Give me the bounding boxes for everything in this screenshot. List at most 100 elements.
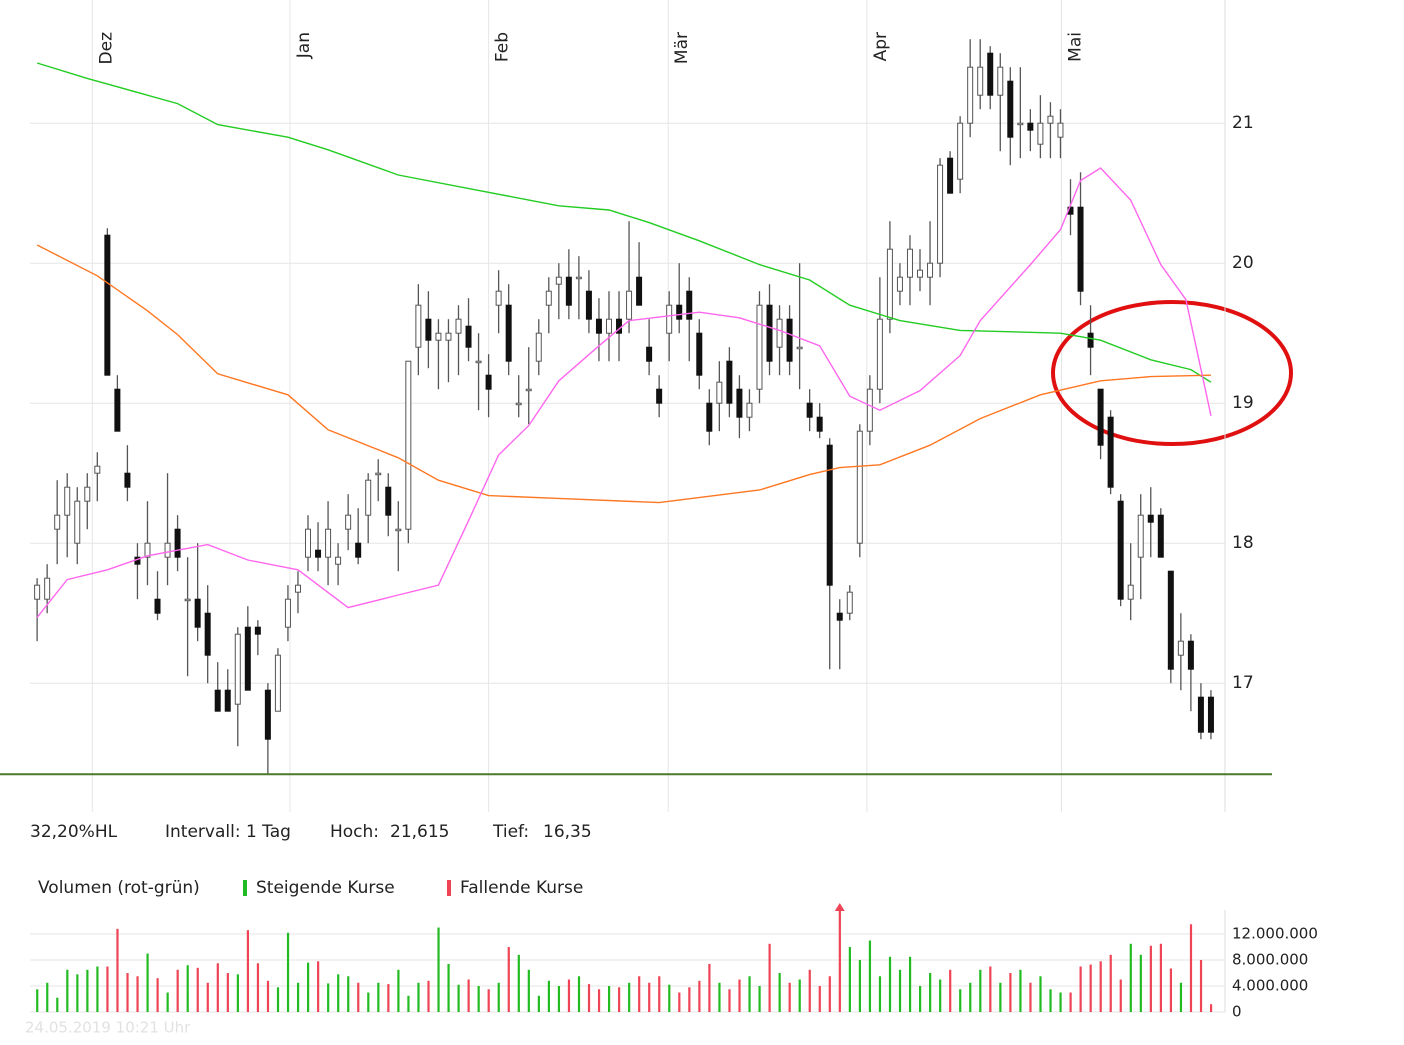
candle-body [124, 472, 131, 488]
candle-body [475, 360, 482, 364]
volume-bar [296, 982, 300, 1012]
info-text: 21,615 [390, 822, 449, 842]
candle-body [575, 276, 582, 280]
volume-bar [1039, 976, 1042, 1012]
volume-bar [497, 982, 500, 1012]
candle-body [365, 479, 372, 516]
candle-body [646, 346, 653, 362]
volume-bar [828, 976, 831, 1012]
candle-body [1047, 115, 1054, 124]
volume-bar [437, 927, 440, 1012]
candle-body [906, 248, 913, 278]
candle-body [666, 304, 673, 334]
candle-body [826, 444, 833, 586]
candle-body [816, 416, 823, 432]
candle-body [736, 388, 743, 418]
candle-body [164, 542, 171, 558]
volume-bar [467, 979, 470, 1012]
volume-bar [848, 947, 851, 1012]
candle-body [1147, 514, 1154, 523]
volume-bar [989, 966, 992, 1012]
info-text: Hoch: [330, 822, 379, 842]
volume-bar [778, 973, 781, 1012]
candle-body [1167, 570, 1174, 670]
volume-bar [698, 980, 701, 1012]
legend-label: Fallende Kurse [460, 878, 583, 898]
volume-bar [327, 983, 330, 1012]
candle-body [1177, 640, 1184, 656]
candle-body [385, 486, 392, 516]
candle-body [34, 584, 41, 600]
volume-bar [888, 956, 892, 1012]
candle-body [465, 325, 472, 348]
x-tick-label: Dez [96, 32, 116, 65]
candle-body [64, 486, 71, 516]
volume-bar [96, 966, 99, 1012]
volume-bar [427, 980, 430, 1012]
volume-bar [758, 986, 761, 1012]
volume-bar [387, 984, 390, 1012]
candle-body [1197, 696, 1204, 733]
candle-body [395, 528, 402, 532]
watermark: 24.05.2019 10:21 Uhr [25, 1019, 191, 1037]
volume-bar [738, 979, 741, 1012]
moving-average [36, 167, 1212, 618]
volume-bar [1069, 992, 1072, 1012]
candle-body [796, 346, 803, 350]
candle-body [254, 626, 261, 635]
candle-body [315, 549, 322, 558]
volume-bar [979, 969, 982, 1012]
y-tick-label: 12.000.000 [1232, 925, 1318, 943]
volume-bar [517, 954, 520, 1012]
candle-body [325, 528, 332, 558]
y-tick-label: 21 [1232, 113, 1254, 133]
volume-bar [1009, 973, 1012, 1012]
candle-body [435, 332, 442, 341]
volume-bar [1049, 989, 1052, 1012]
candle-body [746, 402, 753, 418]
volume-bar [547, 980, 550, 1012]
candle-body [806, 402, 813, 418]
candle-body [1137, 514, 1144, 558]
volume-bar [1129, 943, 1132, 1012]
volume-bar [628, 982, 631, 1012]
volume-bar [397, 969, 400, 1012]
volume-bar [728, 989, 731, 1012]
candle-body [1207, 696, 1214, 733]
candle-body [706, 402, 713, 432]
candle-body [94, 465, 101, 474]
candle-body [1057, 122, 1064, 138]
volume-bar [126, 973, 129, 1012]
volume-bar [708, 963, 711, 1012]
x-tick-label: Jan [294, 32, 314, 59]
volume-bar [146, 953, 149, 1012]
volume-bar [116, 928, 119, 1012]
volume-bar [417, 982, 420, 1012]
volume-bar [487, 989, 490, 1012]
candle-body [154, 598, 161, 614]
candle-body [1117, 500, 1124, 600]
candle-body [876, 318, 883, 390]
candle-body [565, 276, 572, 306]
volume-bar [216, 963, 219, 1012]
volume-bar [818, 986, 821, 1012]
volume-bar [1179, 982, 1183, 1012]
candle-body [184, 598, 191, 602]
volume-title: Volumen (rot-grün) [38, 878, 200, 898]
candle-body [104, 234, 111, 376]
candle-body [204, 612, 211, 656]
volume-bar [1199, 960, 1203, 1012]
y-tick-label: 8.000.000 [1232, 951, 1308, 969]
volume-bar [939, 979, 942, 1012]
candle-body [987, 52, 994, 96]
moving-average [36, 62, 1212, 383]
volume-bar [557, 986, 561, 1012]
volume-bar [256, 963, 260, 1012]
volume-bar [798, 979, 801, 1012]
volume-bar [76, 974, 79, 1012]
volume-bar [106, 966, 109, 1012]
candle-body [595, 318, 602, 334]
candle-body [455, 318, 462, 334]
volume-bar [276, 987, 280, 1012]
candle-body [756, 304, 763, 390]
